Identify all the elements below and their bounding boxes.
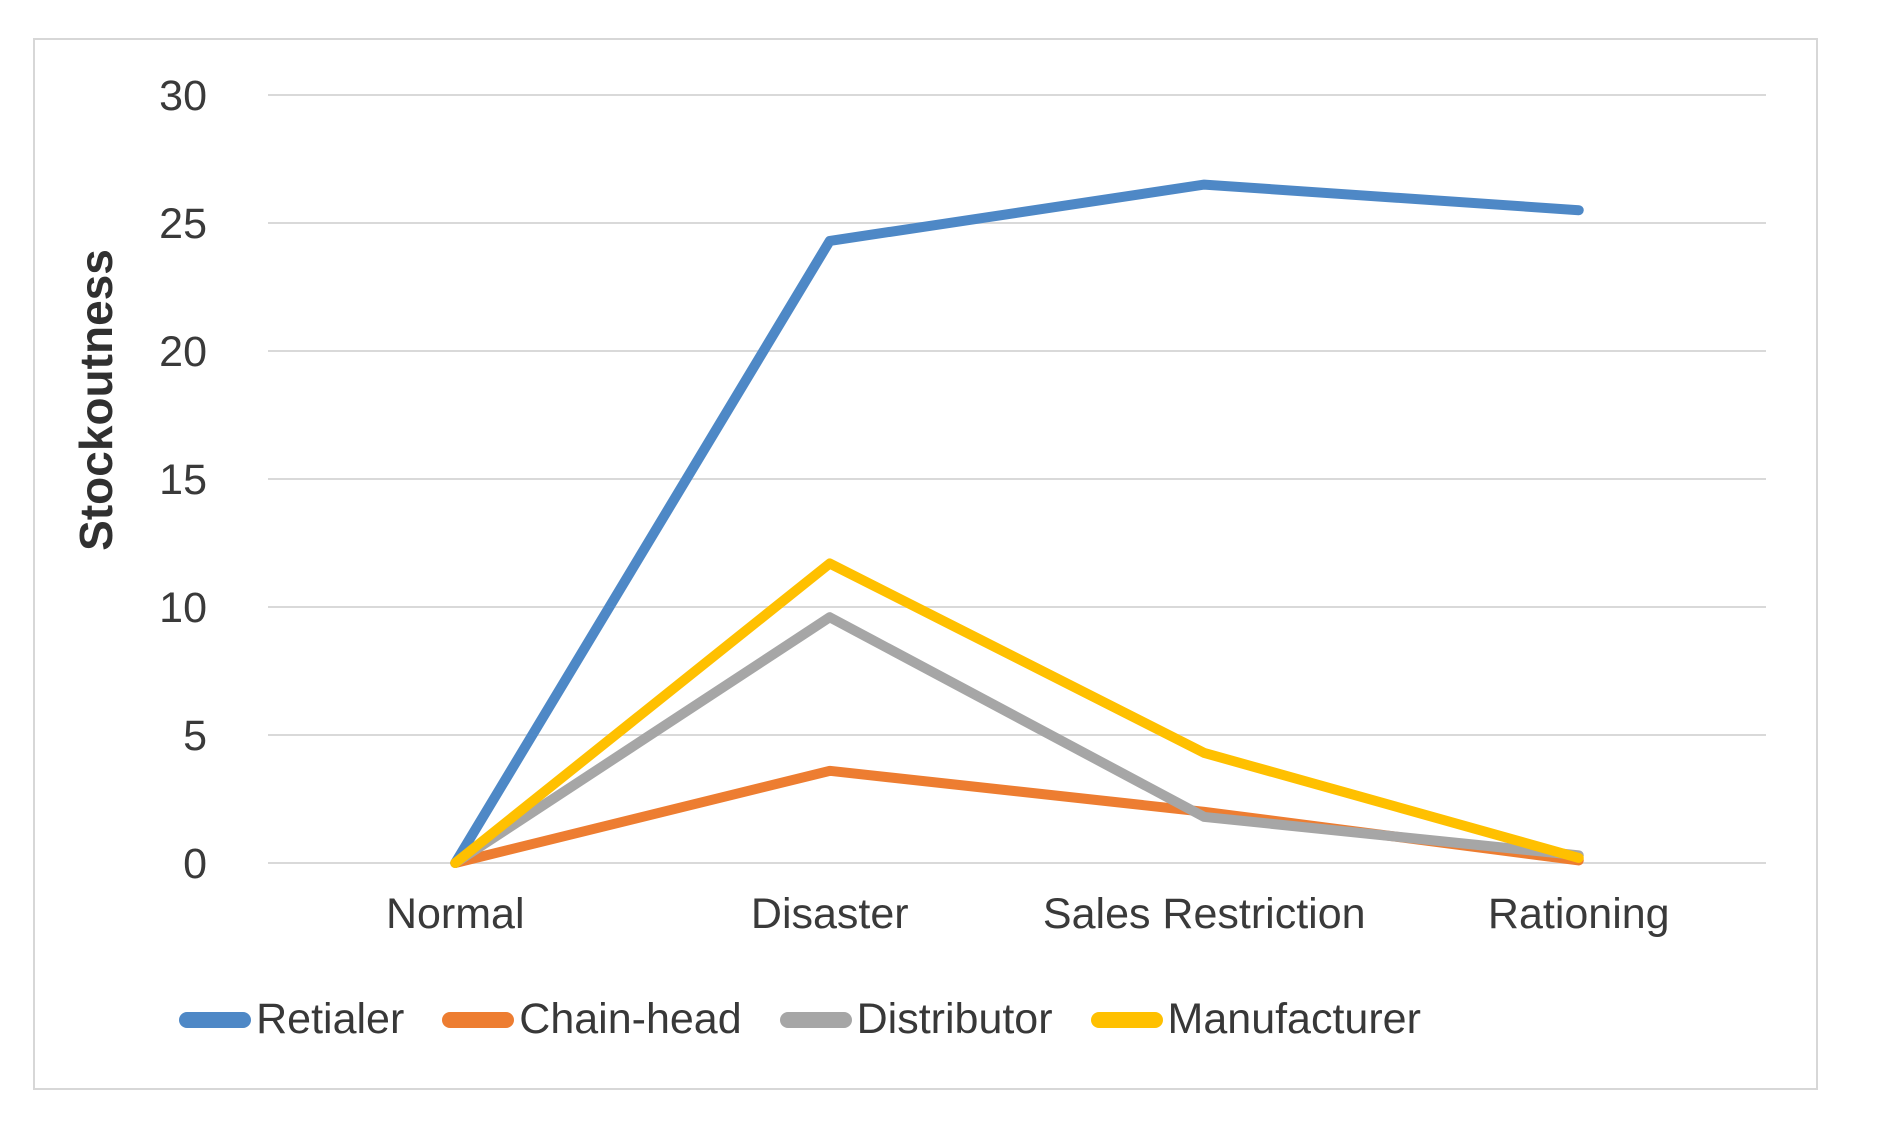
- axis-labels-layer: Stockoutness 0 5 10 15 20 25 30 Normal Disaster S…: [70, 72, 1670, 938]
- legend-swatch: [1090, 1011, 1163, 1028]
- legend-label: Chain-head: [519, 995, 742, 1043]
- legend-item-retialer: Retialer: [179, 995, 405, 1043]
- chart-legend: Retialer Chain-head Distributor Manufacture…: [20, 995, 1580, 1043]
- series-line-distributor: [450, 612, 1584, 868]
- legend-label: Retialer: [256, 995, 405, 1043]
- y-axis-title: Stockoutness: [70, 249, 122, 551]
- legend-swatch: [179, 1011, 252, 1028]
- x-category-label: Sales Restriction: [1043, 890, 1366, 938]
- y-tick-label: 20: [159, 328, 207, 376]
- legend-item-chain-head: Chain-head: [442, 995, 742, 1043]
- y-tick-label: 10: [159, 584, 207, 632]
- series-line-chain-head: [450, 765, 1584, 868]
- gridlines-layer: [268, 94, 1766, 864]
- y-tick-label: 30: [159, 72, 207, 120]
- x-category-label: Disaster: [751, 890, 909, 938]
- legend-swatch: [779, 1011, 852, 1028]
- x-category-label: Normal: [386, 890, 525, 938]
- figure-border: [33, 38, 1818, 1090]
- x-category-label: Rationing: [1488, 890, 1670, 938]
- legend-label: Distributor: [856, 995, 1053, 1043]
- series-layer: [450, 179, 1584, 868]
- legend-swatch: [442, 1011, 515, 1028]
- series-line-manufacturer: [450, 558, 1584, 868]
- y-tick-label: 5: [183, 712, 207, 760]
- legend-label: Manufacturer: [1167, 995, 1421, 1043]
- y-tick-label: 25: [159, 200, 207, 248]
- y-tick-label: 0: [183, 840, 207, 888]
- series-line-retialer: [450, 179, 1584, 868]
- y-tick-label: 15: [159, 456, 207, 504]
- legend-item-distributor: Distributor: [779, 995, 1053, 1043]
- legend-item-manufacturer: Manufacturer: [1090, 995, 1421, 1043]
